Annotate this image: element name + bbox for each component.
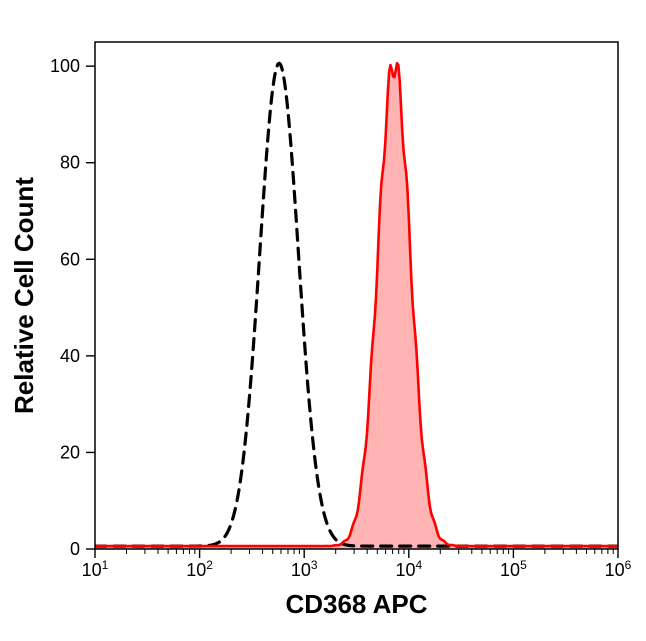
y-tick-label: 0: [70, 539, 80, 559]
y-tick-label: 40: [60, 346, 80, 366]
y-axis-label: Relative Cell Count: [9, 177, 39, 414]
x-axis-label: CD368 APC: [285, 589, 427, 619]
y-tick-label: 60: [60, 249, 80, 269]
y-tick-label: 20: [60, 442, 80, 462]
flow-histogram-chart: 101102103104105106020406080100CD368 APCR…: [0, 0, 646, 641]
y-tick-label: 80: [60, 153, 80, 173]
chart-svg: 101102103104105106020406080100CD368 APCR…: [0, 0, 646, 641]
y-tick-label: 100: [50, 56, 80, 76]
